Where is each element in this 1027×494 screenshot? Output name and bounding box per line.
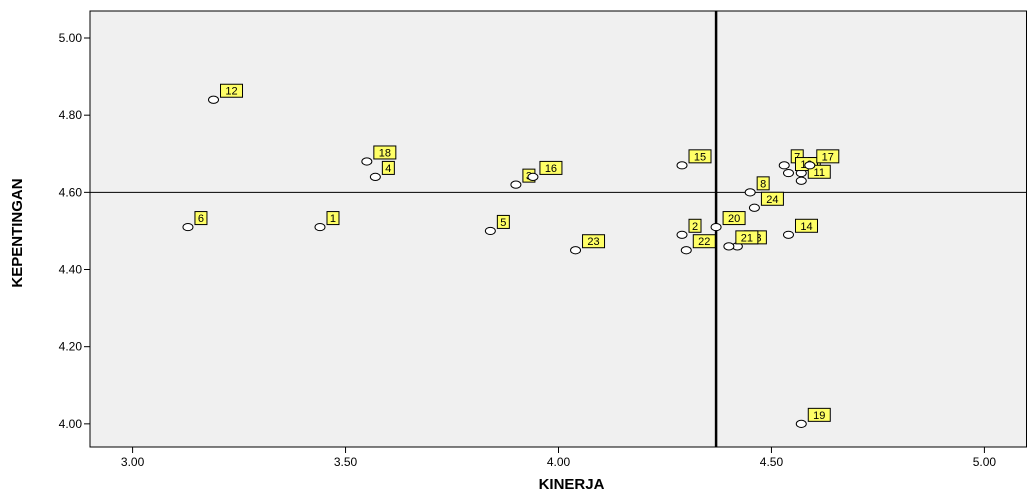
point-label-box — [381, 160, 395, 175]
data-point — [484, 226, 496, 236]
x-tick-label: 4.50 — [760, 455, 784, 469]
point-label-box — [496, 214, 510, 229]
y-tick-label: 4.60 — [59, 185, 83, 199]
point-label-box — [373, 145, 397, 160]
point-label: 8 — [760, 178, 766, 190]
y-tick-label: 4.20 — [59, 340, 83, 354]
data-point — [782, 230, 794, 239]
y-axis: 5.00 4.80 4.60 4.40 4.20 4.00 — [59, 31, 90, 431]
point-label: 18 — [379, 147, 391, 159]
data-point — [369, 172, 381, 182]
data-point — [361, 157, 373, 166]
point-label-box — [688, 149, 712, 164]
point-label-box — [722, 211, 746, 226]
point-label-box — [692, 234, 716, 249]
x-tick-label: 3.00 — [121, 455, 145, 469]
data-point — [710, 222, 722, 232]
data-point — [527, 172, 539, 182]
point-label: 16 — [545, 163, 557, 175]
point-label: 14 — [800, 221, 812, 233]
point-label-box — [735, 230, 759, 245]
y-tick-label: 4.00 — [59, 417, 83, 431]
data-point — [723, 242, 735, 251]
point-label-box — [688, 218, 702, 233]
point-label: 11 — [814, 167, 825, 179]
point-label: 1 — [330, 213, 336, 225]
x-axis-title: KINERJA — [539, 476, 605, 493]
data-point — [314, 222, 326, 232]
y-tick-label: 4.40 — [59, 263, 83, 277]
point-label-box — [756, 176, 770, 191]
point-label-box — [326, 211, 340, 226]
data-point — [510, 180, 522, 189]
data-point — [744, 188, 756, 197]
y-tick-label: 5.00 — [59, 31, 83, 45]
y-tick-label: 4.80 — [59, 108, 83, 122]
point-label: 12 — [225, 86, 237, 98]
x-tick-label: 4.00 — [547, 455, 571, 469]
point-label: 24 — [766, 194, 778, 206]
data-point — [795, 176, 807, 185]
point-label-box — [220, 83, 244, 98]
point-label: 23 — [587, 236, 599, 248]
point-label: 5 — [500, 217, 506, 229]
data-point — [680, 246, 692, 255]
point-label-box — [816, 149, 840, 164]
point-label: 17 — [822, 151, 834, 163]
data-point — [182, 222, 194, 232]
data-point — [748, 203, 760, 212]
point-label-box — [194, 211, 208, 226]
point-label-box — [760, 191, 784, 206]
point-label-box — [794, 218, 818, 233]
x-tick-label: 3.50 — [334, 455, 358, 469]
plot-area — [89, 10, 1027, 448]
point-label-box — [539, 160, 563, 175]
data-point — [676, 161, 688, 170]
point-label-box — [582, 234, 606, 249]
y-axis-title: KEPENTINGAN — [9, 178, 26, 287]
point-label: 6 — [198, 213, 204, 225]
point-label: 20 — [728, 213, 740, 225]
data-point — [208, 95, 220, 104]
point-label-box — [807, 407, 831, 422]
data-point — [804, 161, 816, 170]
data-point — [570, 246, 582, 255]
data-point — [778, 161, 790, 170]
data-points: 123456789101112131415161718192021222324 — [182, 83, 840, 428]
point-label: 19 — [813, 410, 825, 422]
point-label: 21 — [741, 232, 753, 244]
point-label: 15 — [694, 151, 706, 163]
point-label: 22 — [698, 236, 710, 248]
data-point — [795, 419, 807, 428]
point-label: 2 — [692, 221, 698, 233]
data-point — [676, 230, 688, 239]
data-point — [782, 168, 794, 178]
point-label-box — [807, 164, 831, 179]
point-label: 4 — [385, 163, 391, 175]
x-axis: 3.00 3.50 4.00 4.50 5.00 — [121, 447, 996, 469]
x-tick-label: 5.00 — [973, 455, 997, 469]
